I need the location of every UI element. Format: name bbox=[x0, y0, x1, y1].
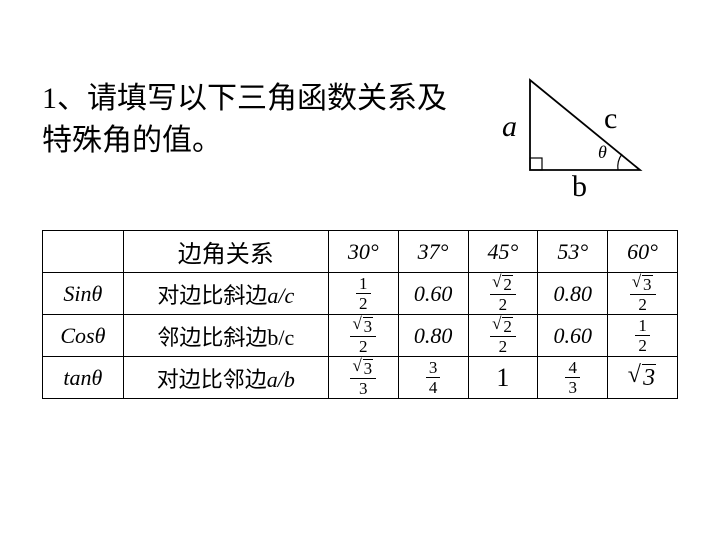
header-45: 45° bbox=[468, 231, 538, 273]
header-blank bbox=[43, 231, 124, 273]
tan-30: 33 bbox=[328, 357, 398, 399]
tan-60: 3 bbox=[608, 357, 678, 399]
header-relation: 边角关系 bbox=[123, 231, 328, 273]
table-row-cos: Cosθ 邻边比斜边b/c 32 0.80 22 0.60 12 bbox=[43, 315, 678, 357]
table-row-tan: tanθ 对边比邻边a/b 33 34 1 43 3 bbox=[43, 357, 678, 399]
sin-30: 12 bbox=[328, 273, 398, 315]
sin-60: 32 bbox=[608, 273, 678, 315]
cos-37: 0.80 bbox=[398, 315, 468, 357]
header-37: 37° bbox=[398, 231, 468, 273]
triangle-side-b-label: b bbox=[572, 170, 587, 204]
cos-60: 12 bbox=[608, 315, 678, 357]
tan-45: 1 bbox=[468, 357, 538, 399]
cos-30: 32 bbox=[328, 315, 398, 357]
cos-53: 0.60 bbox=[538, 315, 608, 357]
trig-values-table: 边角关系 30° 37° 45° 53° 60° Sinθ 对边比斜边a/c 1… bbox=[42, 230, 678, 399]
fn-sin: Sinθ bbox=[43, 273, 124, 315]
fn-cos: Cosθ bbox=[43, 315, 124, 357]
header-30: 30° bbox=[328, 231, 398, 273]
cos-45: 22 bbox=[468, 315, 538, 357]
tan-53: 43 bbox=[538, 357, 608, 399]
right-triangle-diagram: a b c θ bbox=[500, 70, 660, 190]
relation-cos: 邻边比斜边b/c bbox=[123, 315, 328, 357]
header-53: 53° bbox=[538, 231, 608, 273]
sin-45: 22 bbox=[468, 273, 538, 315]
table-row-sin: Sinθ 对边比斜边a/c 12 0.60 22 0.80 32 bbox=[43, 273, 678, 315]
table-header-row: 边角关系 30° 37° 45° 53° 60° bbox=[43, 231, 678, 273]
sin-53: 0.80 bbox=[538, 273, 608, 315]
fn-tan: tanθ bbox=[43, 357, 124, 399]
triangle-theta-label: θ bbox=[598, 142, 607, 163]
tan-37: 34 bbox=[398, 357, 468, 399]
triangle-side-a-label: a bbox=[502, 110, 517, 144]
relation-sin: 对边比斜边a/c bbox=[123, 273, 328, 315]
header-60: 60° bbox=[608, 231, 678, 273]
question-title: 1、请填写以下三角函数关系及特殊角的值。 bbox=[42, 78, 462, 162]
sin-37: 0.60 bbox=[398, 273, 468, 315]
relation-tan: 对边比邻边a/b bbox=[123, 357, 328, 399]
triangle-side-c-label: c bbox=[604, 102, 617, 136]
